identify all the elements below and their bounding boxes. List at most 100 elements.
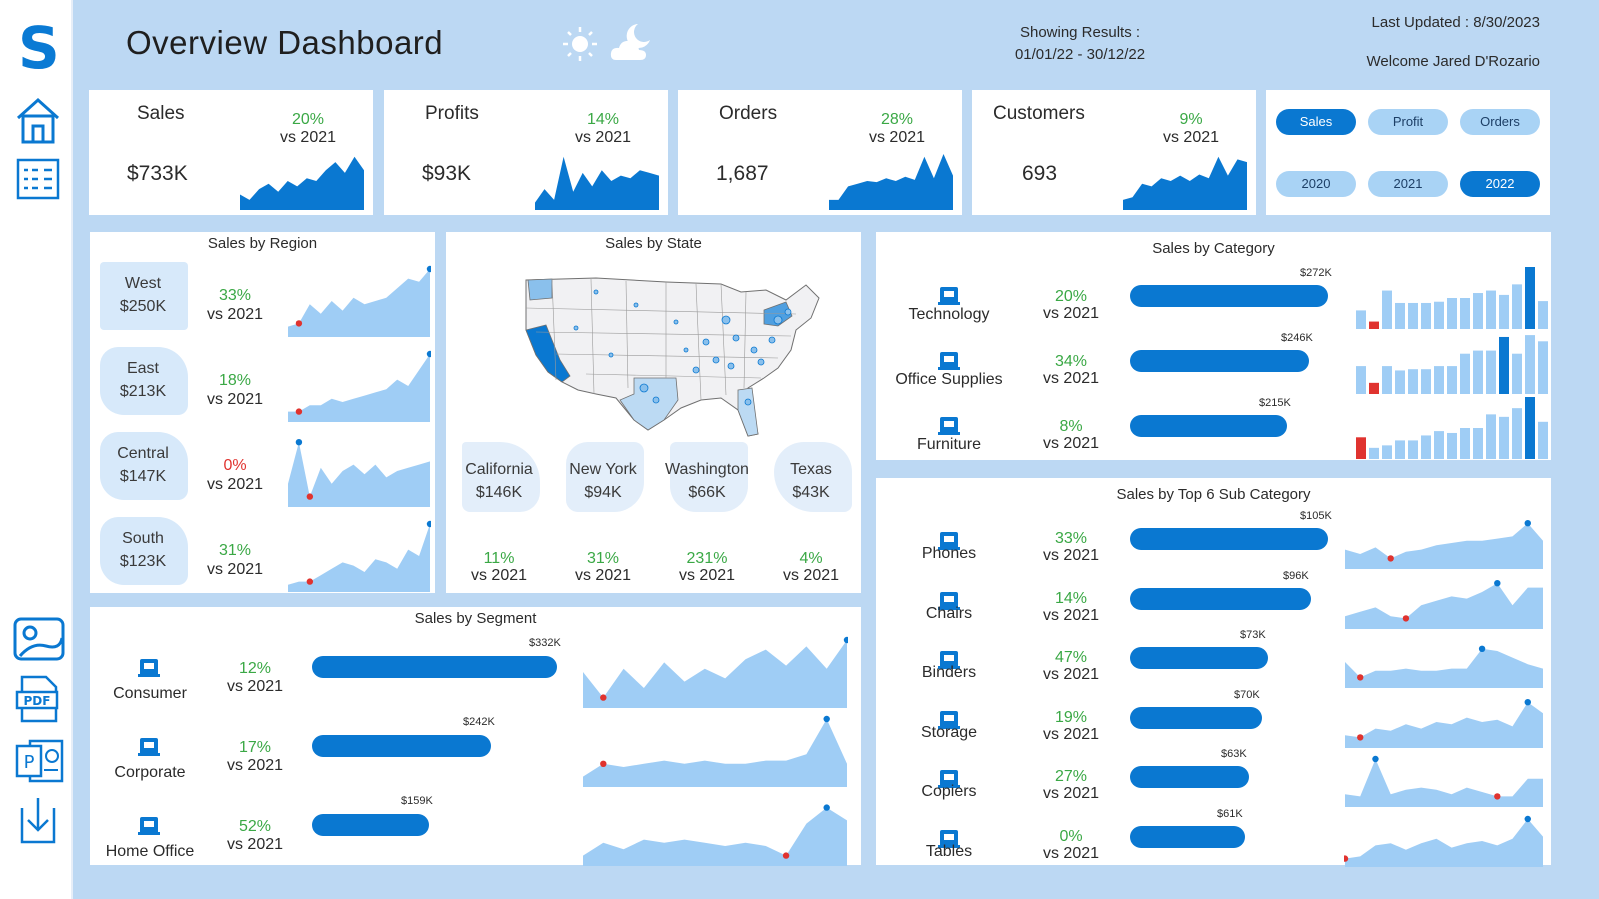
- section-title: Sales by Segment: [414, 610, 537, 627]
- state-value: $43K: [792, 484, 830, 501]
- filter-orders-button[interactable]: Orders: [1460, 109, 1540, 135]
- segment-bar[interactable]: [312, 735, 491, 757]
- category-comparison: vs 2021: [1042, 305, 1100, 322]
- region-name: East: [126, 360, 159, 377]
- subcategory-bar[interactable]: [1130, 825, 1245, 848]
- state-comparison: vs 2021: [678, 567, 736, 584]
- us-map[interactable]: [516, 270, 826, 440]
- state-shape[interactable]: [774, 442, 852, 512]
- filter-2022-button[interactable]: 2022: [1460, 171, 1540, 197]
- segment-name: Corporate: [114, 764, 186, 781]
- kpi-sparkline: [1123, 156, 1247, 210]
- region-change-pct: 18%: [218, 372, 252, 389]
- powerpoint-icon[interactable]: P: [14, 738, 64, 786]
- category-bar-label: $272K: [1300, 267, 1332, 279]
- category-bar-chart: [1356, 267, 1548, 329]
- category-comparison: vs 2021: [1042, 370, 1100, 387]
- min-point: [295, 408, 303, 415]
- subcategory-bar-label: $63K: [1221, 748, 1247, 760]
- max-point: [843, 636, 848, 644]
- technology-icon: [938, 287, 960, 305]
- image-icon[interactable]: [12, 616, 66, 664]
- region-shape[interactable]: [100, 517, 188, 585]
- segment-change-pct: 12%: [238, 660, 272, 677]
- subcategory-name: Copiers: [921, 783, 977, 800]
- min-point: [306, 493, 314, 500]
- subcategory-sparkline: [1345, 755, 1543, 807]
- segment-bar-label: $242K: [463, 716, 495, 728]
- subcategory-bar[interactable]: [1130, 528, 1328, 550]
- segment-bar[interactable]: [312, 656, 557, 678]
- subcategory-change-pct: 27%: [1054, 768, 1088, 785]
- state-shape[interactable]: [566, 442, 644, 512]
- kpi-card-orders[interactable]: Orders 1,687 28% vs 2021: [678, 90, 962, 215]
- region-shape[interactable]: [100, 262, 188, 330]
- subcategory-sparkline: [1345, 645, 1543, 688]
- state-name: California: [465, 461, 533, 478]
- section-title: Sales by Top 6 Sub Category: [1116, 486, 1311, 503]
- category-bar-mark: [1486, 414, 1496, 459]
- region-change-pct: 0%: [223, 457, 247, 474]
- filter-2021-button[interactable]: 2021: [1368, 171, 1448, 197]
- category-bar-mark: [1473, 350, 1483, 394]
- subcategory-comparison: vs 2021: [1042, 547, 1100, 564]
- segment-comparison: vs 2021: [226, 836, 284, 853]
- state-comparison: vs 2021: [782, 567, 840, 584]
- state-shape[interactable]: [670, 442, 748, 512]
- sun-icon[interactable]: [560, 24, 600, 64]
- category-bar-mark: [1512, 353, 1522, 394]
- moon-cloud-icon[interactable]: [608, 20, 654, 64]
- category-bar-mark: [1382, 290, 1392, 329]
- region-sparkline: [288, 350, 431, 422]
- category-bar-label: $215K: [1259, 397, 1291, 409]
- subcategory-bar[interactable]: [1130, 706, 1262, 729]
- subcategory-change-pct: 47%: [1054, 649, 1088, 666]
- category-bar-mark: [1473, 293, 1483, 329]
- sidebar: S PDF P: [0, 0, 73, 899]
- filter-profit-button[interactable]: Profit: [1368, 109, 1448, 135]
- category-bar[interactable]: [1130, 350, 1309, 372]
- home-icon[interactable]: [14, 96, 62, 144]
- region-shape[interactable]: [100, 432, 188, 500]
- category-bar-mark: [1434, 431, 1444, 459]
- sales-by-subcategory-panel: Sales by Top 6 Sub Category Phones 33% vs …: [876, 478, 1551, 867]
- category-bar-mark: [1460, 353, 1470, 394]
- min-point: [1387, 555, 1394, 562]
- subcategory-name: Phones: [921, 545, 977, 562]
- category-bar-mark: [1395, 302, 1405, 329]
- kpi-comparison: vs 2021: [279, 129, 337, 146]
- segment-comparison: vs 2021: [226, 757, 284, 774]
- kpi-card-sales[interactable]: Sales $733K 20% vs 2021: [89, 90, 373, 215]
- category-bar[interactable]: [1130, 415, 1287, 437]
- region-change-pct: 31%: [218, 542, 252, 559]
- subcategory-bar[interactable]: [1130, 587, 1311, 610]
- min-point: [1357, 674, 1364, 681]
- kpi-card-profits[interactable]: Profits $93K 14% vs 2021: [384, 90, 668, 215]
- subcategory-bar[interactable]: [1130, 766, 1249, 788]
- category-bar-mark: [1499, 336, 1509, 394]
- subcategory-bar[interactable]: [1130, 647, 1268, 669]
- binder-icon: [938, 651, 960, 669]
- category-bar-mark: [1369, 447, 1379, 459]
- section-title: Sales by Region: [207, 235, 318, 252]
- download-icon[interactable]: [14, 794, 62, 844]
- filter-sales-button[interactable]: Sales: [1276, 109, 1356, 135]
- region-name: West: [124, 275, 162, 292]
- region-shape[interactable]: [100, 347, 188, 415]
- copier-icon: [938, 770, 960, 788]
- pdf-icon[interactable]: PDF: [14, 674, 62, 723]
- kpi-value: 693: [1022, 162, 1058, 185]
- max-point: [1524, 520, 1531, 527]
- category-bar-mark: [1499, 416, 1509, 459]
- category-bar-mark: [1538, 341, 1548, 394]
- category-bar-mark: [1395, 440, 1405, 459]
- category-bar[interactable]: [1130, 285, 1328, 307]
- category-bar-mark: [1408, 440, 1418, 459]
- state-shape[interactable]: [462, 442, 540, 512]
- filter-2020-button[interactable]: 2020: [1276, 171, 1356, 197]
- list-icon[interactable]: [14, 158, 62, 206]
- segment-bar[interactable]: [312, 814, 429, 836]
- kpi-change-pct: 20%: [291, 111, 325, 128]
- trend-area: [583, 719, 847, 787]
- kpi-card-customers[interactable]: Customers 693 9% vs 2021: [972, 90, 1256, 215]
